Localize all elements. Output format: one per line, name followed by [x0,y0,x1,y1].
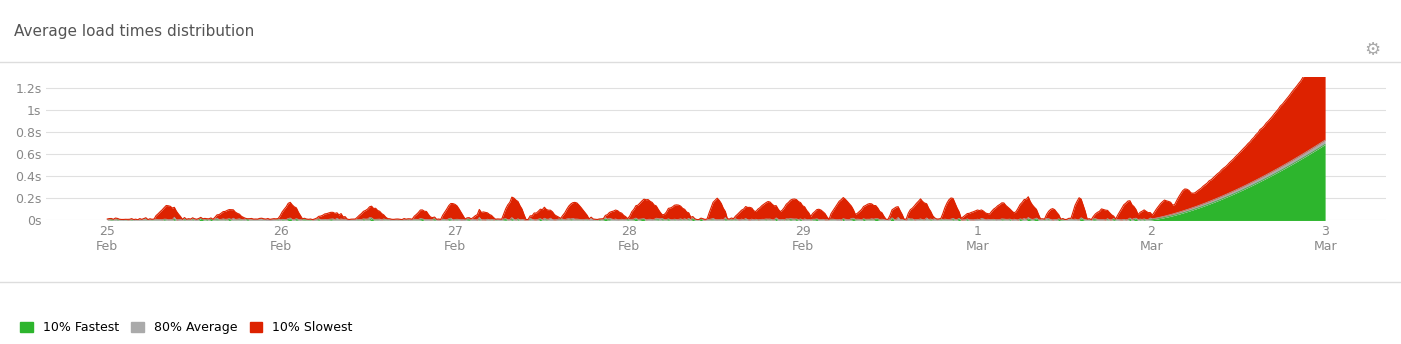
Legend: 10% Fastest, 80% Average, 10% Slowest: 10% Fastest, 80% Average, 10% Slowest [20,321,353,334]
Text: Average load times distribution: Average load times distribution [14,24,254,39]
Text: ⚙: ⚙ [1363,41,1380,59]
